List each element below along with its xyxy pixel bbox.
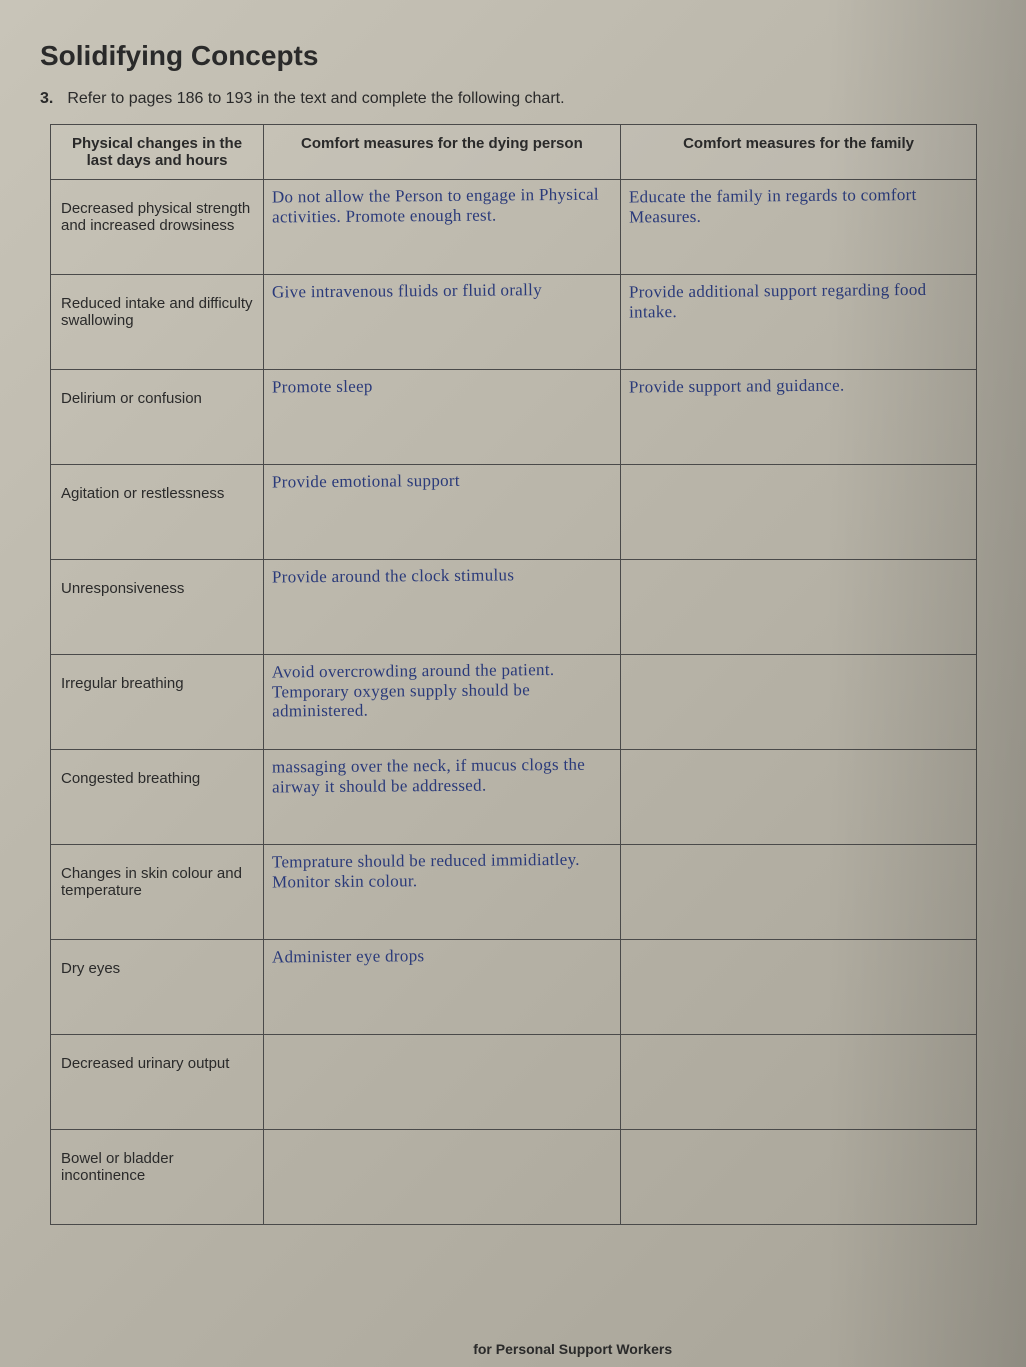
page-title: Solidifying Concepts [40, 40, 996, 72]
handwritten-text [629, 1040, 969, 1043]
header-col1: Physical changes in the last days and ho… [51, 125, 264, 180]
footer-text: for Personal Support Workers [473, 1341, 672, 1357]
answer-person: Promote sleep [264, 370, 621, 465]
handwritten-text [629, 1135, 969, 1138]
header-col3: Comfort measures for the family [620, 125, 977, 180]
handwritten-text: Educate the family in regards to comfort… [629, 185, 969, 227]
row-label: Unresponsiveness [51, 560, 264, 655]
answer-family: Educate the family in regards to comfort… [620, 180, 977, 275]
answer-person: Avoid overcrowding around the patient. T… [264, 655, 621, 750]
question-line: 3. Refer to pages 186 to 193 in the text… [40, 90, 996, 108]
table-row: Dry eyes Administer eye drops [51, 940, 977, 1035]
table-row: Changes in skin colour and temperature T… [51, 845, 977, 940]
answer-person: Administer eye drops [264, 940, 621, 1035]
row-label: Dry eyes [51, 940, 264, 1035]
handwritten-text: Promote sleep [272, 375, 612, 398]
answer-family [620, 560, 977, 655]
header-row: Physical changes in the last days and ho… [51, 125, 977, 180]
table-row: Unresponsiveness Provide around the cloc… [51, 560, 977, 655]
row-label: Decreased urinary output [51, 1035, 264, 1130]
table-row: Congested breathing massaging over the n… [51, 750, 977, 845]
table-row: Reduced intake and difficulty swallowing… [51, 275, 977, 370]
handwritten-text: Provide support and guidance. [629, 375, 969, 398]
handwritten-text: Temprature should be reduced immidiatley… [272, 850, 612, 892]
answer-person: Provide emotional support [264, 465, 621, 560]
answer-family: Provide support and guidance. [620, 370, 977, 465]
handwritten-text [272, 1040, 612, 1043]
handwritten-text: Avoid overcrowding around the patient. T… [272, 660, 612, 722]
handwritten-text [629, 660, 969, 663]
answer-family [620, 1130, 977, 1225]
handwritten-text [629, 470, 969, 473]
answer-person: Temprature should be reduced immidiatley… [264, 845, 621, 940]
row-label: Congested breathing [51, 750, 264, 845]
table-row: Agitation or restlessness Provide emotio… [51, 465, 977, 560]
answer-person: Do not allow the Person to engage in Phy… [264, 180, 621, 275]
table-row: Irregular breathing Avoid overcrowding a… [51, 655, 977, 750]
answer-family [620, 655, 977, 750]
table-body: Decreased physical strength and increase… [51, 180, 977, 1225]
table-row: Decreased urinary output [51, 1035, 977, 1130]
answer-family: Provide additional support regarding foo… [620, 275, 977, 370]
header-col2: Comfort measures for the dying person [264, 125, 621, 180]
handwritten-text: massaging over the neck, if mucus clogs … [272, 755, 612, 797]
handwritten-text [629, 945, 969, 948]
handwritten-text: Administer eye drops [272, 945, 612, 968]
handwritten-text [629, 565, 969, 568]
chart-table: Physical changes in the last days and ho… [50, 124, 977, 1225]
question-text: Refer to pages 186 to 193 in the text an… [67, 90, 564, 108]
table-row: Delirium or confusion Promote sleep Prov… [51, 370, 977, 465]
answer-family [620, 845, 977, 940]
handwritten-text: Provide around the clock stimulus [272, 565, 612, 588]
row-label: Delirium or confusion [51, 370, 264, 465]
handwritten-text [629, 850, 969, 853]
handwritten-text [272, 1135, 612, 1138]
handwritten-text: Provide emotional support [272, 470, 612, 493]
handwritten-text: Do not allow the Person to engage in Phy… [272, 185, 612, 227]
row-label: Bowel or bladder incontinence [51, 1130, 264, 1225]
handwritten-text [629, 755, 969, 758]
row-label: Changes in skin colour and temperature [51, 845, 264, 940]
answer-person: massaging over the neck, if mucus clogs … [264, 750, 621, 845]
table-row: Decreased physical strength and increase… [51, 180, 977, 275]
answer-person [264, 1035, 621, 1130]
answer-person [264, 1130, 621, 1225]
row-label: Agitation or restlessness [51, 465, 264, 560]
answer-family [620, 465, 977, 560]
answer-family [620, 750, 977, 845]
answer-family [620, 1035, 977, 1130]
table-row: Bowel or bladder incontinence [51, 1130, 977, 1225]
handwritten-text: Give intravenous fluids or fluid orally [272, 280, 612, 303]
row-label: Decreased physical strength and increase… [51, 180, 264, 275]
question-number: 3. [40, 90, 53, 108]
row-label: Reduced intake and difficulty swallowing [51, 275, 264, 370]
row-label: Irregular breathing [51, 655, 264, 750]
answer-family [620, 940, 977, 1035]
answer-person: Give intravenous fluids or fluid orally [264, 275, 621, 370]
handwritten-text: Provide additional support regarding foo… [629, 280, 969, 322]
answer-person: Provide around the clock stimulus [264, 560, 621, 655]
